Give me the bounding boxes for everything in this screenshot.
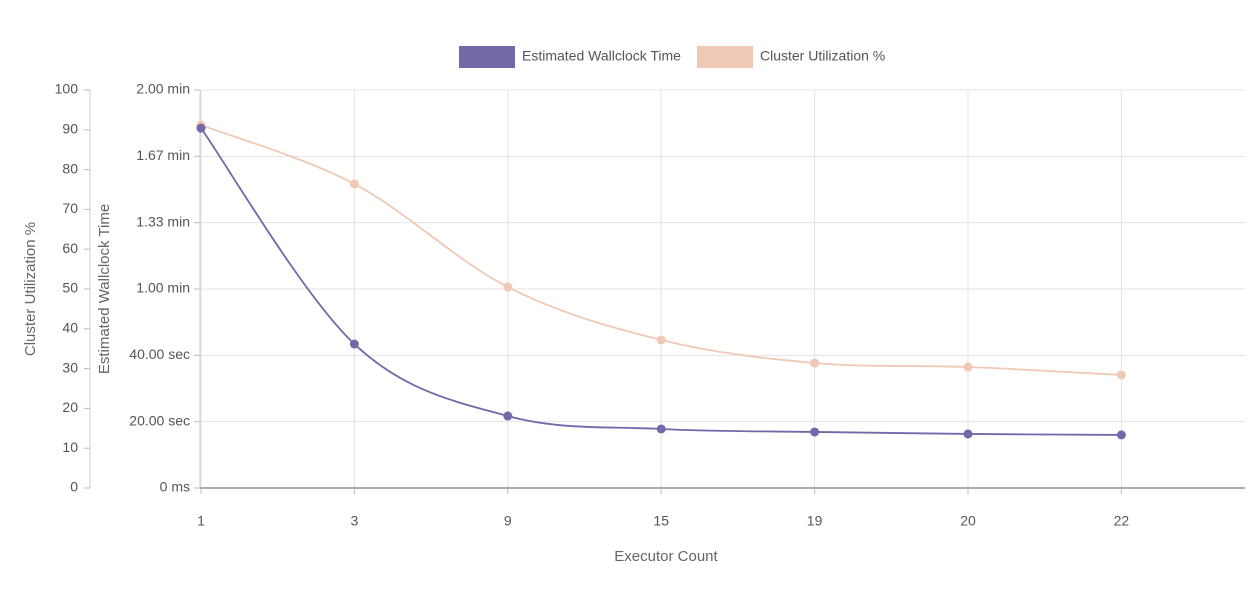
legend-swatch [459,46,515,68]
x-tick-label: 15 [653,513,669,529]
x-tick-label: 22 [1114,513,1130,529]
y2-tick-label: 60 [62,240,78,256]
y-tick-label: 20.00 sec [129,412,190,428]
y2-tick-label: 0 [70,479,78,495]
data-point [1116,430,1126,440]
data-point [1116,370,1126,380]
y2-tick-label: 90 [62,121,78,137]
y-tick-label: 2.00 min [136,81,190,97]
x-tick-label: 1 [197,513,205,529]
data-point [963,362,973,372]
y2-tick-label: 20 [62,399,78,415]
x-tick-label: 9 [504,513,512,529]
y2-tick-label: 70 [62,200,78,216]
data-point [196,123,206,133]
data-point [349,339,359,349]
y2-tick-label: 80 [62,160,78,176]
data-point [810,358,820,368]
y2-tick-label: 10 [62,439,78,455]
y2-axis-title: Cluster Utilization % [22,222,39,356]
x-axis-title: Executor Count [614,548,718,565]
x-tick-label: 19 [807,513,823,529]
data-point [503,411,513,421]
data-point [810,427,820,437]
x-tick-label: 3 [351,513,359,529]
legend-label: Cluster Utilization % [760,48,885,64]
legend-swatch [696,46,753,68]
legend-label: Estimated Wallclock Time [522,48,681,64]
y-tick-label: 1.00 min [136,280,190,296]
y-tick-label: 1.33 min [136,213,190,229]
y2-tick-label: 30 [62,359,78,375]
y-tick-label: 0 ms [160,479,190,495]
x-tick-label: 20 [960,513,976,529]
y2-tick-label: 100 [55,81,79,97]
y2-tick-label: 40 [62,320,78,336]
data-point [963,429,973,439]
data-point [656,424,666,434]
data-point [656,335,666,345]
y-tick-label: 1.67 min [136,147,190,163]
data-point [349,179,359,189]
y-tick-label: 40.00 sec [129,346,190,362]
y-axis-title: Estimated Wallclock Time [96,204,113,374]
y2-tick-label: 50 [62,280,78,296]
data-point [503,282,513,292]
